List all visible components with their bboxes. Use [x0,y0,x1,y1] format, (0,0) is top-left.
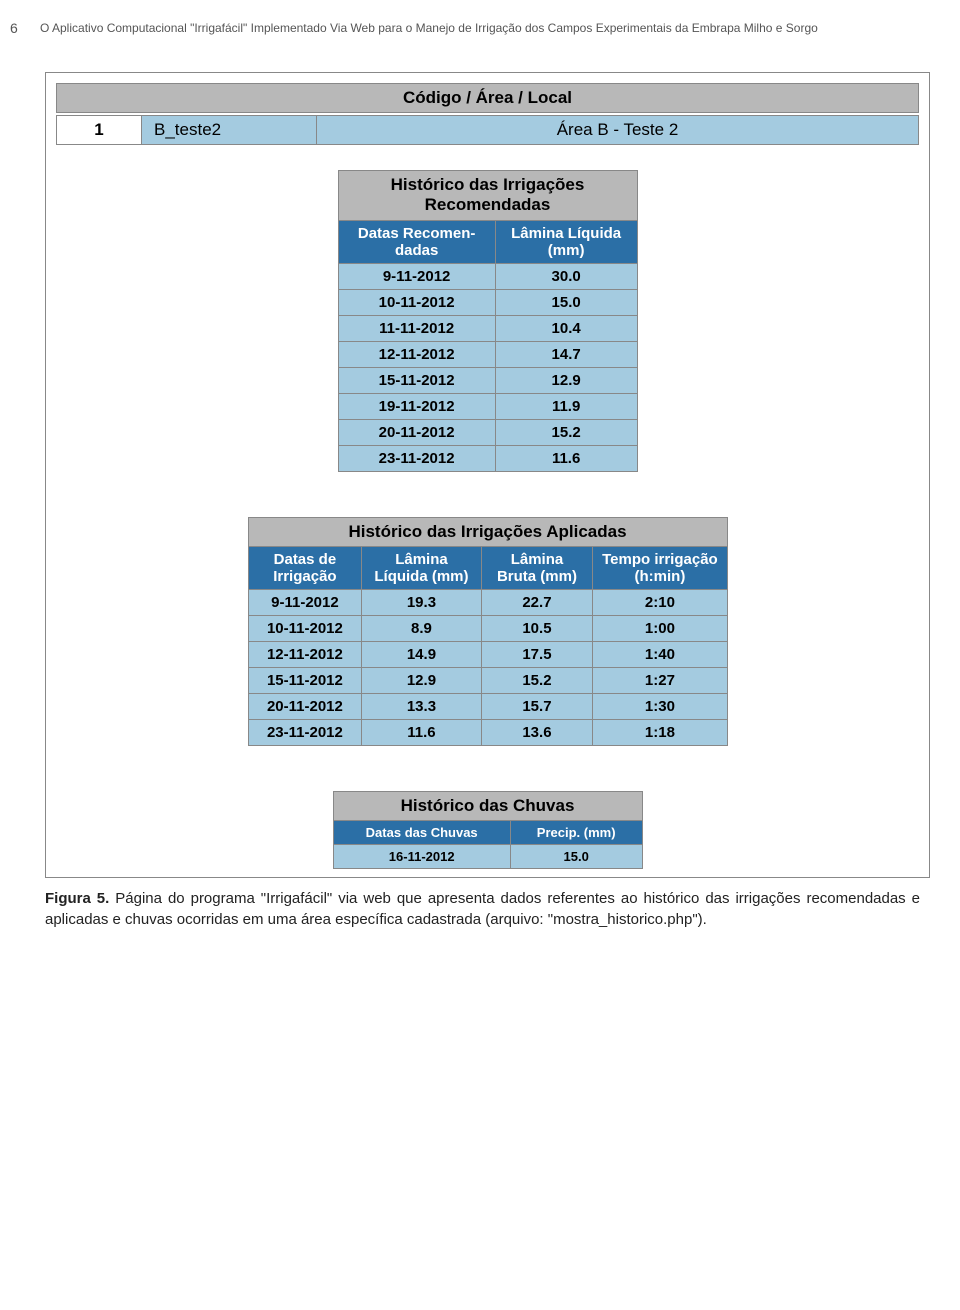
table-cell: 2:10 [593,589,727,615]
rain-col-0: Datas das Chuvas [333,820,510,844]
table-row: 19-11-201211.9 [338,393,637,419]
table-cell: 12-11-2012 [338,341,495,367]
table-cell: 30.0 [495,263,637,289]
rec-title-line2: Recomendadas [425,195,551,214]
table-cell: 10-11-2012 [248,615,362,641]
table-cell: 16-11-2012 [333,844,510,868]
table-cell: 15.0 [495,289,637,315]
table-cell: 12.9 [495,367,637,393]
rain-title: Histórico das Chuvas [333,791,642,820]
app-col-2: Lâmina Bruta (mm) [481,546,593,589]
table-row: 11-11-201210.4 [338,315,637,341]
table-row: 9-11-201230.0 [338,263,637,289]
table-cell: 11.6 [362,719,481,745]
info-row: 1 B_teste2 Área B - Teste 2 [56,115,919,145]
table-cell: 10.5 [481,615,593,641]
table-cell: 17.5 [481,641,593,667]
table-cell: 23-11-2012 [338,445,495,471]
info-code: B_teste2 [142,116,317,144]
table-row: 23-11-201211.6 [338,445,637,471]
table-cell: 15-11-2012 [248,667,362,693]
app-col-3: Tempo irrigação (h:min) [593,546,727,589]
table-cell: 20-11-2012 [338,419,495,445]
caption-text: Página do programa "Irrigafácil" via web… [45,890,920,929]
table-row: 9-11-201219.322.72:10 [248,589,727,615]
table-cell: 13.6 [481,719,593,745]
table-row: 15-11-201212.9 [338,367,637,393]
code-area-strip: Código / Área / Local [56,83,919,113]
table-cell: 11.6 [495,445,637,471]
rain-table: Histórico das Chuvas Datas das Chuvas Pr… [333,791,643,869]
table-cell: 10.4 [495,315,637,341]
page-header: 6 O Aplicativo Computacional "Irrigafáci… [10,20,940,37]
table-cell: 1:40 [593,641,727,667]
table-cell: 19.3 [362,589,481,615]
table-cell: 10-11-2012 [338,289,495,315]
table-cell: 12.9 [362,667,481,693]
figure-box: Código / Área / Local 1 B_teste2 Área B … [45,72,930,878]
table-cell: 9-11-2012 [338,263,495,289]
table-cell: 19-11-2012 [338,393,495,419]
table-row: 20-11-201213.315.71:30 [248,693,727,719]
table-cell: 15.0 [510,844,642,868]
recommended-table-block: Histórico das Irrigações Recomendadas Da… [46,170,929,472]
table-cell: 11-11-2012 [338,315,495,341]
table-cell: 11.9 [495,393,637,419]
applied-table: Histórico das Irrigações Aplicadas Datas… [248,517,728,746]
table-cell: 1:30 [593,693,727,719]
table-cell: 1:27 [593,667,727,693]
table-cell: 9-11-2012 [248,589,362,615]
table-cell: 15.2 [481,667,593,693]
page-number: 6 [10,20,40,36]
table-row: 12-11-201214.917.51:40 [248,641,727,667]
rain-table-block: Histórico das Chuvas Datas das Chuvas Pr… [46,791,929,869]
table-cell: 23-11-2012 [248,719,362,745]
rec-col-lamina: Lâmina Líquida (mm) [495,220,637,263]
caption-label: Figura 5. [45,890,109,907]
table-cell: 8.9 [362,615,481,641]
table-row: 15-11-201212.915.21:27 [248,667,727,693]
applied-title: Histórico das Irrigações Aplicadas [248,517,727,546]
recommended-table: Histórico das Irrigações Recomendadas Da… [338,170,638,472]
table-row: 10-11-201215.0 [338,289,637,315]
header-title: O Aplicativo Computacional "Irrigafácil"… [40,20,940,37]
table-row: 12-11-201214.7 [338,341,637,367]
table-cell: 1:00 [593,615,727,641]
table-row: 23-11-201211.613.61:18 [248,719,727,745]
app-col-0: Datas de Irrigação [248,546,362,589]
table-cell: 14.9 [362,641,481,667]
info-index: 1 [57,116,142,144]
figure-caption: Figura 5. Página do programa "Irrigafáci… [45,888,920,932]
table-cell: 14.7 [495,341,637,367]
table-row: 16-11-201215.0 [333,844,642,868]
table-cell: 13.3 [362,693,481,719]
table-cell: 15.7 [481,693,593,719]
applied-table-block: Histórico das Irrigações Aplicadas Datas… [46,517,929,746]
app-col-1: Lâmina Líquida (mm) [362,546,481,589]
table-row: 10-11-20128.910.51:00 [248,615,727,641]
table-cell: 15.2 [495,419,637,445]
rain-col-1: Precip. (mm) [510,820,642,844]
table-row: 20-11-201215.2 [338,419,637,445]
table-cell: 15-11-2012 [338,367,495,393]
table-cell: 12-11-2012 [248,641,362,667]
rec-title-line1: Histórico das Irrigações [391,175,585,194]
table-cell: 1:18 [593,719,727,745]
rec-col-dates: Datas Recomen- dadas [338,220,495,263]
table-cell: 22.7 [481,589,593,615]
table-cell: 20-11-2012 [248,693,362,719]
info-local: Área B - Teste 2 [317,116,918,144]
